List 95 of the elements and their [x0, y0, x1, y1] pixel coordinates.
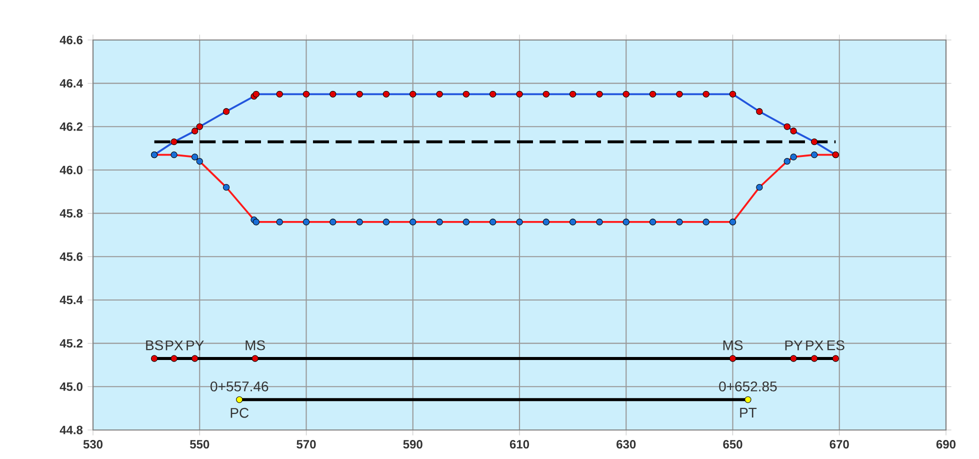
point — [222, 184, 230, 191]
point — [676, 218, 683, 226]
y-tick-label: 45.0 — [60, 382, 82, 391]
point — [516, 218, 523, 226]
point — [252, 355, 258, 362]
point — [790, 128, 797, 134]
point — [649, 218, 656, 226]
point — [542, 218, 550, 226]
point — [252, 218, 260, 226]
point — [356, 90, 363, 98]
point — [150, 355, 158, 362]
point — [729, 90, 736, 98]
point — [810, 355, 818, 362]
annotation: PX — [806, 340, 824, 350]
point — [729, 355, 736, 362]
point — [832, 355, 839, 362]
point — [382, 90, 390, 98]
point — [542, 90, 550, 98]
point — [330, 218, 336, 226]
point — [596, 90, 603, 98]
point — [676, 90, 683, 98]
point — [810, 138, 818, 146]
x-tick-label: 630 — [616, 440, 636, 449]
point — [810, 151, 818, 158]
y-tick-label: 45.2 — [60, 339, 82, 348]
point — [462, 218, 470, 226]
x-tick-label: 670 — [830, 440, 849, 449]
y-tick-label: 46.6 — [60, 36, 83, 44]
point — [356, 218, 363, 226]
point — [196, 123, 203, 130]
point — [170, 138, 178, 146]
y-tick-label: 46.0 — [60, 166, 82, 174]
point — [784, 158, 790, 165]
annotation: PY — [186, 340, 204, 350]
point — [622, 218, 630, 226]
x-tick-label: 570 — [296, 440, 316, 449]
annotation: PC — [230, 408, 249, 418]
point — [744, 396, 752, 403]
point — [622, 90, 630, 98]
point — [252, 90, 260, 98]
point — [236, 396, 243, 403]
point — [382, 218, 390, 226]
point — [196, 158, 203, 165]
point — [462, 90, 470, 98]
point — [516, 90, 523, 98]
point — [490, 90, 496, 98]
point — [192, 154, 198, 160]
point — [729, 218, 736, 226]
point — [756, 108, 763, 115]
point — [436, 90, 443, 98]
point — [649, 90, 656, 98]
point — [192, 128, 198, 134]
x-tick-label: 650 — [723, 440, 742, 449]
point — [276, 218, 283, 226]
point — [569, 90, 576, 98]
point — [702, 90, 710, 98]
x-tick-label: 530 — [83, 440, 103, 449]
y-tick-label: 45.4 — [60, 296, 83, 304]
point — [170, 355, 178, 362]
annotation: ES — [827, 340, 844, 350]
annotation: PT — [740, 408, 757, 418]
point — [302, 90, 310, 98]
annotation: PY — [785, 340, 803, 350]
annotation: MS — [723, 340, 743, 350]
point — [410, 90, 416, 98]
point — [276, 90, 283, 98]
y-tick-label: 46.2 — [60, 122, 82, 131]
point — [170, 151, 178, 158]
point — [702, 218, 710, 226]
point — [302, 218, 310, 226]
annotation: PX — [166, 340, 184, 350]
point — [784, 123, 790, 130]
annotation: BS — [146, 340, 164, 350]
annotation: 0+557.46 — [210, 381, 268, 392]
annotation: 0+652.85 — [719, 381, 777, 392]
point — [330, 90, 336, 98]
y-tick-label: 44.8 — [60, 426, 83, 434]
x-tick-label: 610 — [510, 440, 530, 449]
point — [596, 218, 603, 226]
y-tick-label: 45.8 — [60, 209, 83, 218]
x-tick-label: 550 — [190, 440, 210, 449]
point — [790, 355, 797, 362]
point — [569, 218, 576, 226]
x-tick-label: 690 — [936, 440, 956, 449]
annotation: MS — [246, 340, 265, 350]
x-tick-label: 590 — [403, 440, 422, 449]
y-tick-label: 46.4 — [60, 79, 83, 88]
point — [192, 355, 198, 362]
point — [490, 218, 496, 226]
point — [436, 218, 443, 226]
point — [790, 154, 797, 160]
point — [756, 184, 763, 191]
point — [222, 108, 230, 115]
point — [410, 218, 416, 226]
y-tick-label: 45.6 — [60, 252, 83, 261]
